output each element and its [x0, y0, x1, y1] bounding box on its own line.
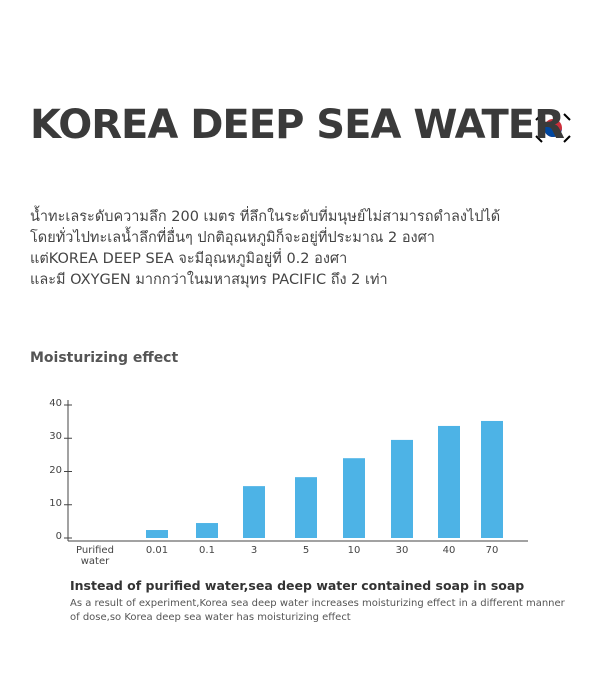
bar [391, 439, 413, 538]
y-tick-label: 40 [49, 398, 62, 409]
x-tick-label: 3 [250, 545, 258, 556]
description-line: แต่KOREA DEEP SEA จะมีอุณหภูมิอยู่ที่ 0.… [30, 251, 348, 267]
chart-caption: Instead of purified water,sea deep water… [70, 578, 525, 593]
description-line: และมี OXYGEN มากกว่าในมหาสมุทร PACIFIC ถ… [30, 272, 388, 288]
y-tick-label: 10 [49, 497, 62, 509]
x-tick-label: 10 [347, 545, 361, 556]
x-tick-label: 70 [485, 545, 499, 556]
bar [243, 486, 265, 538]
flag [535, 113, 571, 143]
y-tick-label: 20 [49, 464, 62, 476]
bar [295, 477, 317, 538]
bar [196, 523, 218, 538]
x-tick-label: 0.1 [199, 545, 215, 556]
bar [438, 425, 460, 538]
chart-title: Moisturizing effect [30, 350, 179, 366]
x-tick-label: 5 [302, 545, 310, 556]
description-line: โดยทั่วไปทะเลน้ำลึกที่อื่นๆ ปกติอุณหภูมิ… [30, 230, 435, 246]
page-title: KOREA DEEP SEA WATER [30, 102, 565, 148]
bar [481, 420, 503, 538]
description-line: น้ำทะเลระดับความลึก 200 เมตร ที่ลึกในระด… [30, 209, 501, 225]
chart-note: As a result of experiment,Korea sea deep… [70, 598, 565, 609]
x-tick-label: 40 [442, 545, 456, 556]
bar [343, 458, 365, 538]
x-tick-label: 30 [395, 545, 409, 556]
x-tick-label: Purified water [76, 545, 114, 567]
y-tick-label: 0 [55, 531, 62, 542]
x-tick-label: 0.01 [145, 545, 169, 556]
bar [146, 530, 168, 538]
y-tick-label: 30 [49, 431, 62, 443]
chart-note: of dose,so Korea deep sea water has mois… [70, 612, 351, 623]
